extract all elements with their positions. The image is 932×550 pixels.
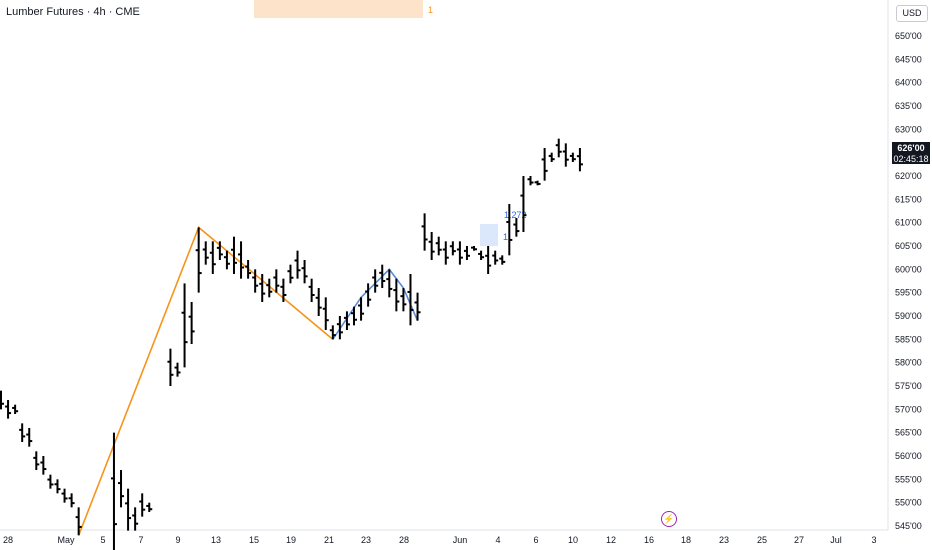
fib-1-label: 1 bbox=[503, 232, 509, 242]
y-tick-label: 565'00 bbox=[895, 428, 922, 438]
lightning-icon[interactable]: ⚡ bbox=[661, 511, 677, 527]
x-tick-label: 12 bbox=[606, 535, 616, 545]
y-tick-label: 585'00 bbox=[895, 334, 922, 344]
y-tick-label: 615'00 bbox=[895, 194, 922, 204]
y-tick-label: 595'00 bbox=[895, 288, 922, 298]
x-tick-label: Jun bbox=[453, 535, 468, 545]
x-tick-label: 16 bbox=[644, 535, 654, 545]
y-tick-label: 570'00 bbox=[895, 404, 922, 414]
fib-trend-line bbox=[77, 226, 334, 536]
fib-extension-zone[interactable] bbox=[254, 0, 423, 18]
y-tick-label: 590'00 bbox=[895, 311, 922, 321]
x-tick-label: 27 bbox=[794, 535, 804, 545]
y-tick-label: 580'00 bbox=[895, 358, 922, 368]
y-tick-label: 550'00 bbox=[895, 498, 922, 508]
x-tick-label: 4 bbox=[495, 535, 500, 545]
blue-extension-zone[interactable] bbox=[480, 224, 498, 246]
x-tick-label: 23 bbox=[719, 535, 729, 545]
x-tick-label: 10 bbox=[568, 535, 578, 545]
x-tick-label: 25 bbox=[757, 535, 767, 545]
countdown-value: 02:45:18 bbox=[893, 154, 929, 164]
x-tick-label: 28 bbox=[399, 535, 409, 545]
x-tick-label: 9 bbox=[175, 535, 180, 545]
x-tick-label: 21 bbox=[324, 535, 334, 545]
x-tick-label: 5 bbox=[100, 535, 105, 545]
y-tick-label: 555'00 bbox=[895, 474, 922, 484]
x-tick-label: 6 bbox=[533, 535, 538, 545]
fib-1272-label: 1.272 bbox=[504, 210, 527, 220]
x-tick-label: 13 bbox=[211, 535, 221, 545]
y-tick-label: 650'00 bbox=[895, 31, 922, 41]
y-tick-label: 620'00 bbox=[895, 171, 922, 181]
x-tick-label: Jul bbox=[830, 535, 842, 545]
x-tick-label: 15 bbox=[249, 535, 259, 545]
y-tick-label: 630'00 bbox=[895, 124, 922, 134]
fib-level-label: 1 bbox=[428, 5, 434, 15]
y-tick-label: 640'00 bbox=[895, 78, 922, 88]
y-tick-label: 605'00 bbox=[895, 241, 922, 251]
last-price-tag: 626'00 02:45:18 bbox=[892, 142, 930, 164]
y-tick-label: 560'00 bbox=[895, 451, 922, 461]
chart-title: Lumber Futures · 4h · CME bbox=[6, 6, 140, 18]
currency-button[interactable]: USD bbox=[896, 5, 928, 22]
y-tick-label: 600'00 bbox=[895, 264, 922, 274]
x-tick-label: 18 bbox=[681, 535, 691, 545]
y-tick-label: 610'00 bbox=[895, 218, 922, 228]
y-tick-label: 575'00 bbox=[895, 381, 922, 391]
x-tick-label: 3 bbox=[871, 535, 876, 545]
y-tick-label: 635'00 bbox=[895, 101, 922, 111]
x-tick-label: 7 bbox=[138, 535, 143, 545]
x-tick-label: 23 bbox=[361, 535, 371, 545]
last-price-value: 626'00 bbox=[897, 143, 925, 153]
x-tick-label: 28 bbox=[3, 535, 13, 545]
x-tick-label: 19 bbox=[286, 535, 296, 545]
y-tick-label: 545'00 bbox=[895, 521, 922, 531]
y-tick-label: 645'00 bbox=[895, 54, 922, 64]
x-tick-label: May bbox=[57, 535, 75, 545]
